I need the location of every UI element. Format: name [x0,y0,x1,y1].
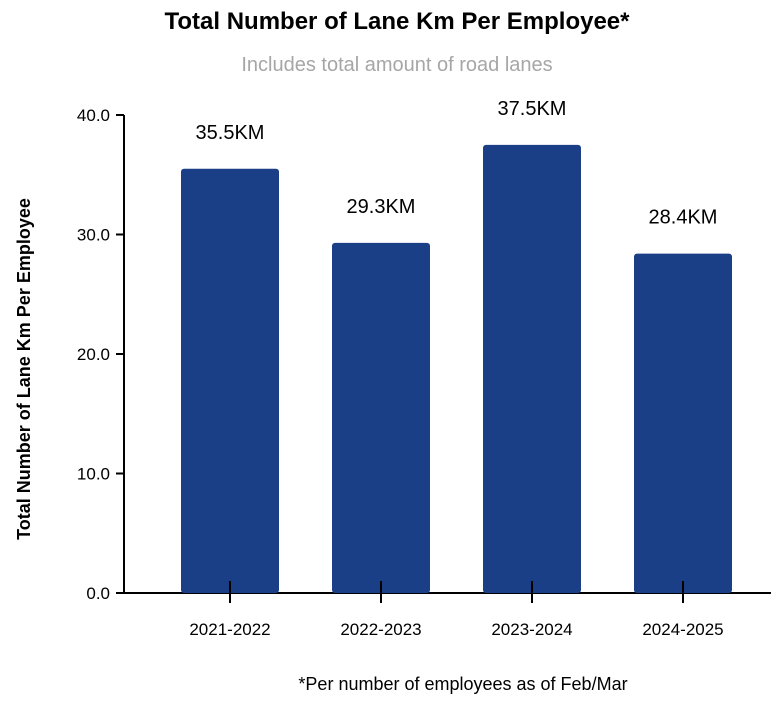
y-tick-label: 10.0 [77,465,110,484]
data-label: 29.3KM [347,196,416,218]
y-tick-label: 40.0 [77,106,110,125]
x-tick-label: 2022-2023 [340,620,421,639]
y-axis-label: Total Number of Lane Km Per Employee [14,198,34,540]
y-tick-label: 20.0 [77,345,110,364]
data-label: 37.5KM [498,98,567,120]
bar-series [181,144,732,594]
y-tick-label: 0.0 [86,584,110,603]
bar-2024-2025 [634,253,732,593]
bar-2021-2022 [181,168,279,593]
x-tick-label: 2023-2024 [491,620,572,639]
y-tick-label: 30.0 [77,226,110,245]
x-tick-label: 2021-2022 [189,620,270,639]
chart-subtitle: Includes total amount of road lanes [241,54,552,76]
bar-2022-2023 [332,242,430,594]
footnote: *Per number of employees as of Feb/Mar [298,674,627,694]
data-label: 28.4KM [649,207,718,229]
y-axis-ticks: 0.0 10.0 20.0 30.0 40.0 [77,106,124,603]
data-label: 35.5KM [196,122,265,144]
x-axis-ticks: 2021-2022 2022-2023 2023-2024 2024-2025 [189,581,724,639]
data-labels: 35.5KM 29.3KM 37.5KM 28.4KM [196,98,718,229]
x-tick-label: 2024-2025 [642,620,723,639]
bar-2023-2024 [483,144,581,593]
chart-title: Total Number of Lane Km Per Employee* [165,8,631,35]
